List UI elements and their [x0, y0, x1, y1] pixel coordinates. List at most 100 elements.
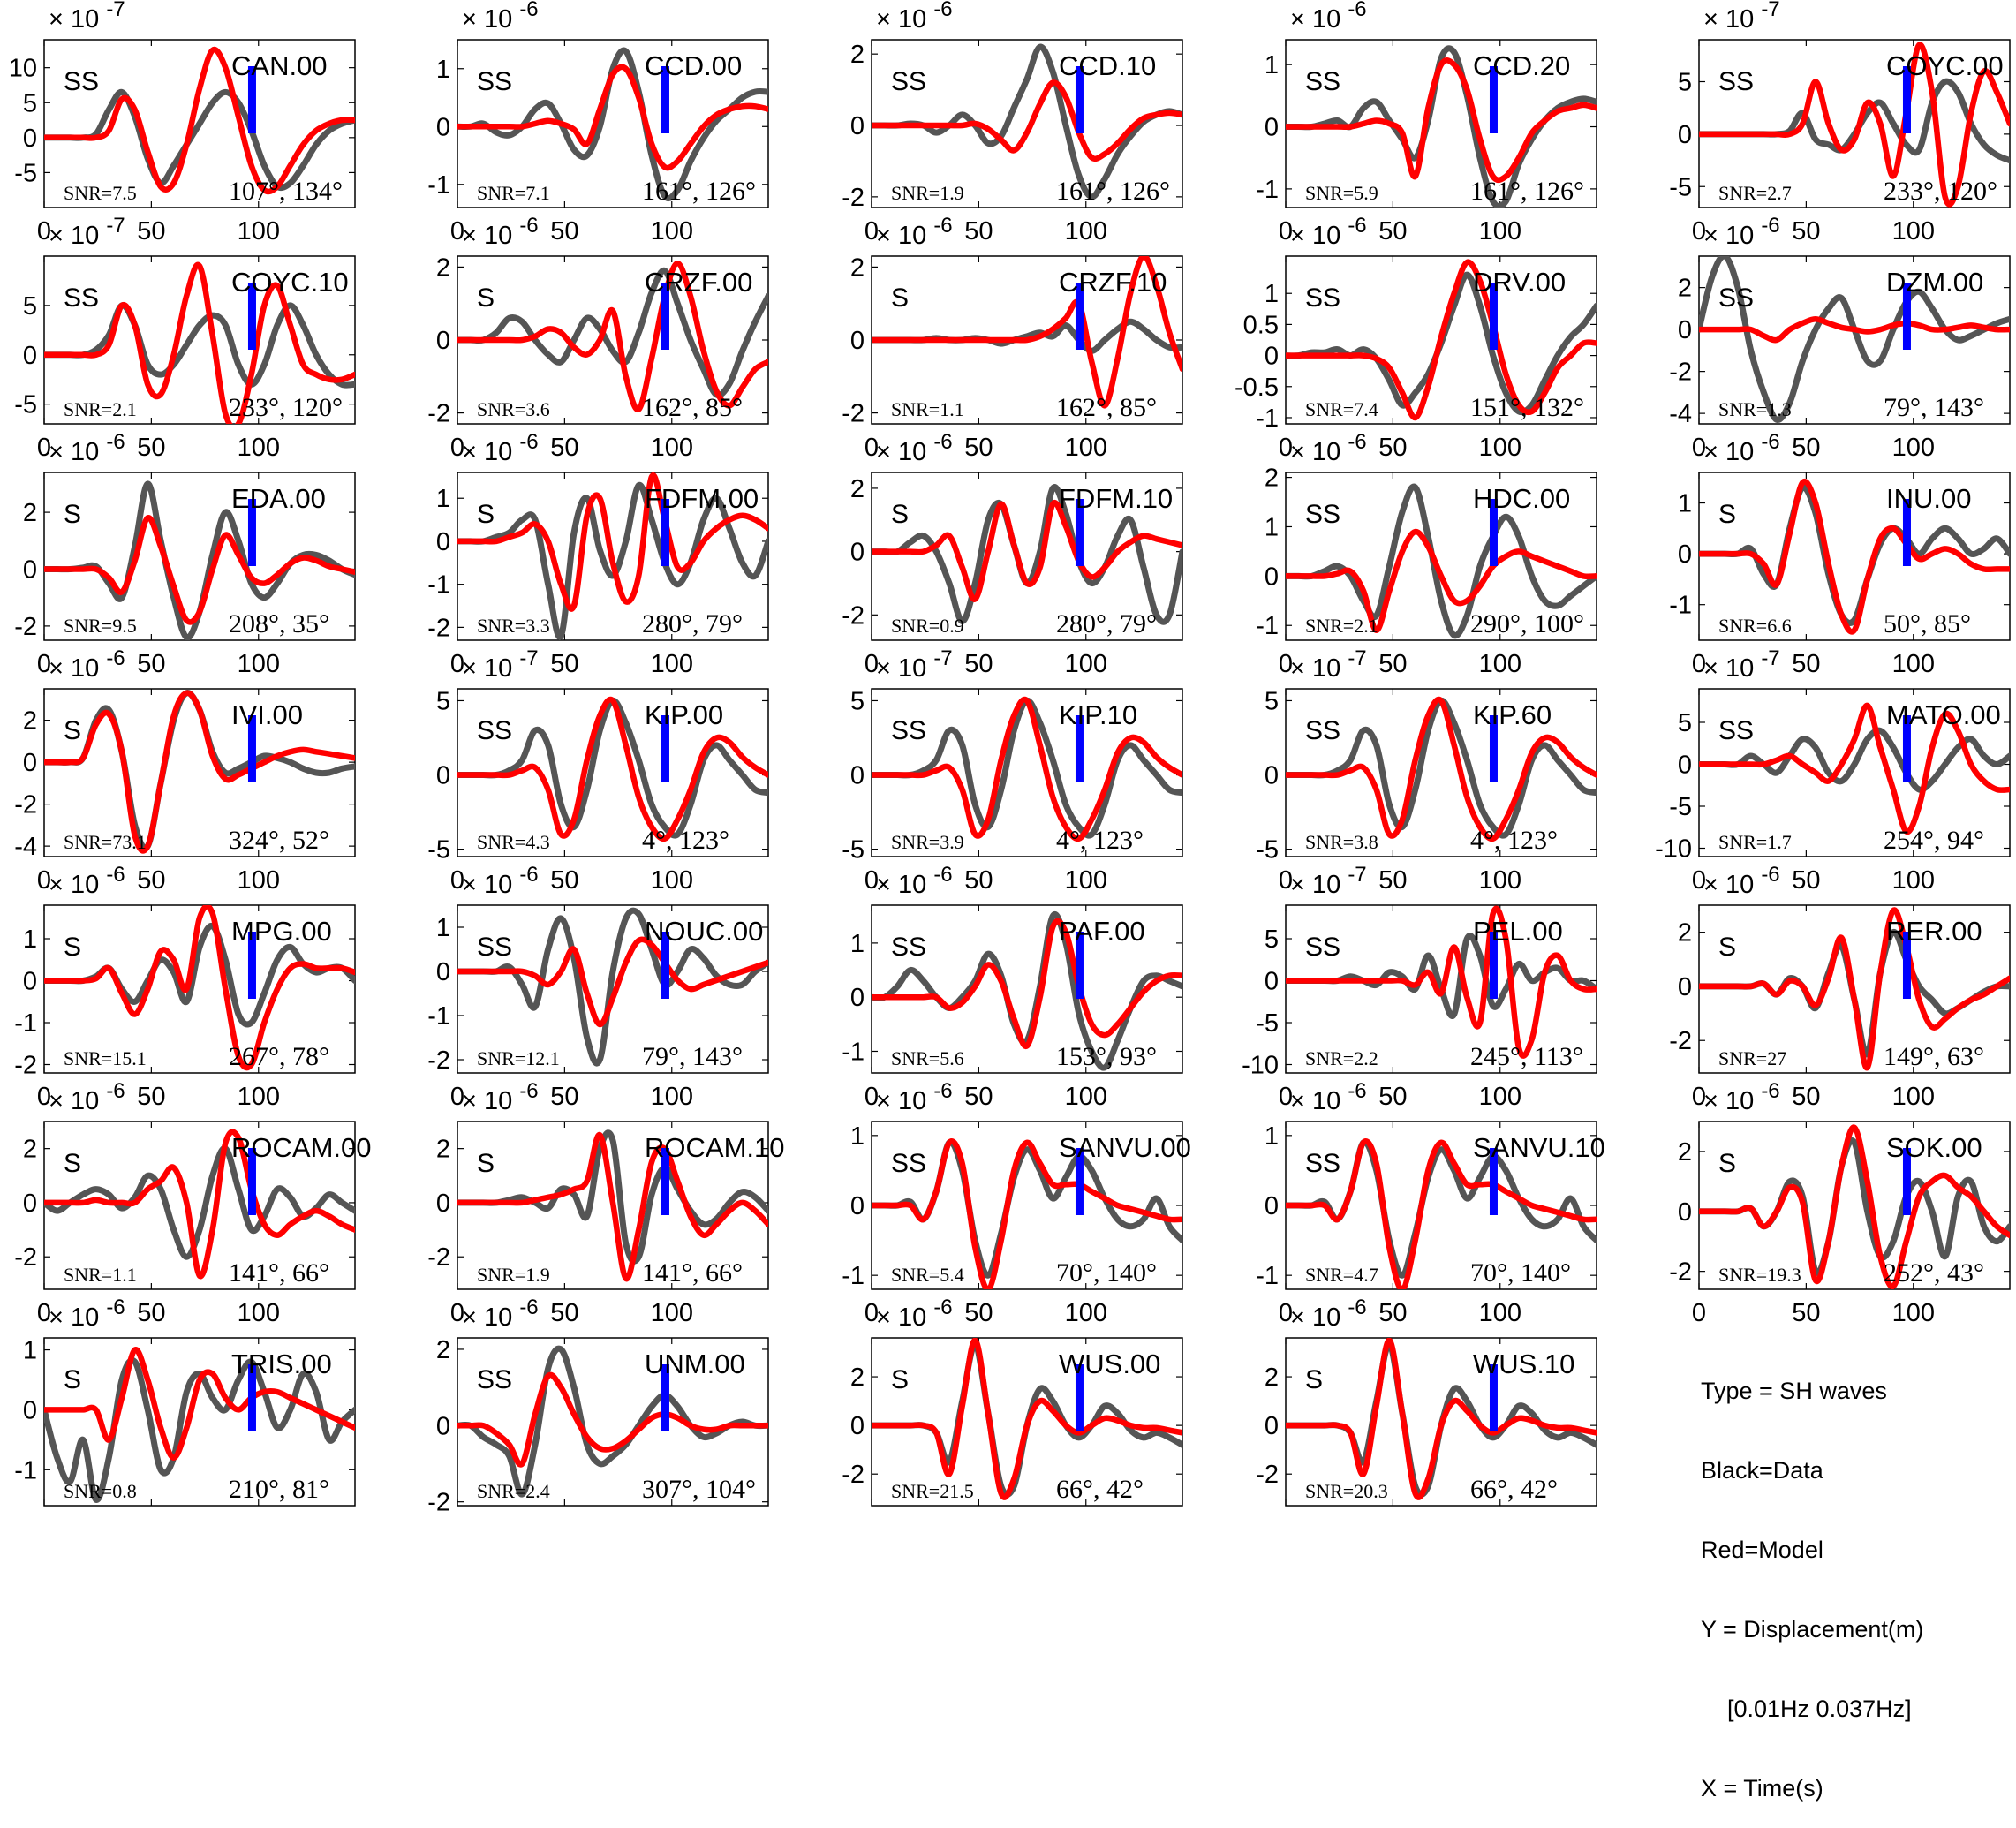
- x-tick-label: 50: [1378, 1083, 1407, 1111]
- y-tick-label: -1: [427, 1002, 450, 1031]
- x-tick-label: 0: [1692, 217, 1706, 245]
- y-exponent-label: × 10 -6: [1703, 430, 1780, 466]
- y-tick-label: -2: [427, 1243, 450, 1272]
- y-tick-label: 2: [23, 499, 37, 527]
- y-tick-label: 0: [1265, 563, 1279, 591]
- x-tick-label: 0: [37, 217, 51, 245]
- station-label: ROCAM.10: [645, 1132, 784, 1163]
- x-tick-label: 0: [1692, 1299, 1706, 1327]
- station-label: DRV.00: [1473, 267, 1566, 298]
- axes-box: [1698, 1121, 2011, 1290]
- angles-label: 210°, 81°: [229, 1475, 329, 1504]
- x-tick-label: 50: [964, 434, 993, 462]
- angles-label: 307°, 104°: [642, 1475, 756, 1504]
- axes-box: [457, 1337, 769, 1507]
- x-tick-label: 100: [1892, 1083, 1935, 1111]
- y-tick-label: 2: [1678, 919, 1692, 948]
- station-label: CAN.00: [231, 50, 328, 81]
- station-label: TRIS.00: [231, 1348, 332, 1379]
- snr-label: SNR=3.3: [477, 615, 550, 637]
- y-tick-label: -1: [1256, 612, 1279, 640]
- model-trace: [44, 515, 355, 625]
- panel-mpg-00: 0 50 100 1 0 -1 -2 × 10 -6 S MPG.00 SNR=15.1 267°, …: [14, 863, 356, 1111]
- station-label: CCD.10: [1059, 50, 1156, 81]
- x-tick-label: 50: [1378, 1299, 1407, 1327]
- model-trace: [1286, 57, 1597, 184]
- model-trace: [1286, 905, 1597, 1059]
- y-tick-label: 2: [1265, 465, 1279, 493]
- model-trace: [1286, 259, 1597, 421]
- y-tick-label: 1: [436, 485, 450, 513]
- y-tick-label: 1: [1265, 1122, 1279, 1151]
- y-tick-label: 0: [23, 125, 37, 153]
- model-trace: [44, 261, 355, 424]
- x-tick-label: 0: [1692, 866, 1706, 895]
- y-exponent-label: × 10 -6: [1290, 430, 1367, 466]
- x-tick-label: 50: [1792, 650, 1820, 678]
- angles-label: 252°, 43°: [1884, 1258, 1984, 1288]
- y-exponent-label: × 10 -7: [1290, 863, 1367, 899]
- phase-label: S: [1305, 1365, 1323, 1394]
- y-tick-label: 5: [1265, 687, 1279, 715]
- x-tick-label: 50: [550, 217, 578, 245]
- y-tick-label: -2: [1669, 1258, 1692, 1287]
- x-tick-label: 100: [1065, 650, 1107, 678]
- y-tick-label: -5: [14, 391, 37, 419]
- legend-line-data: Black=Data: [1701, 1457, 1823, 1484]
- x-tick-label: 0: [865, 1083, 879, 1111]
- y-exponent-label: × 10 -7: [1703, 646, 1780, 683]
- y-tick-label: 2: [23, 1136, 37, 1164]
- phase-label: S: [64, 933, 81, 962]
- y-tick-label: -4: [1669, 400, 1692, 428]
- y-tick-label: 0: [1265, 1412, 1279, 1440]
- y-tick-label: 0: [23, 1396, 37, 1424]
- model-trace: [872, 918, 1182, 1049]
- x-tick-label: 0: [1279, 1083, 1293, 1111]
- station-label: IVI.00: [231, 699, 303, 730]
- y-tick-label: 1: [23, 1337, 37, 1365]
- model-trace: [1699, 1124, 2010, 1289]
- x-tick-label: 50: [137, 1083, 165, 1111]
- y-tick-label: 2: [850, 475, 865, 503]
- y-tick-label: 0: [1265, 762, 1279, 790]
- x-tick-label: 100: [1065, 1083, 1107, 1111]
- angles-label: 267°, 78°: [229, 1042, 329, 1071]
- axes-box: [1698, 688, 2011, 857]
- y-tick-label: 5: [850, 687, 865, 715]
- station-label: EDA.00: [231, 483, 326, 514]
- angles-label: 107°, 134°: [229, 177, 343, 206]
- figure-legend: Type = SH waves Black=Data Red=Model Y =…: [1701, 1325, 1923, 1828]
- angles-label: 153°, 93°: [1056, 1042, 1157, 1071]
- model-trace: [1286, 528, 1597, 634]
- station-label: KIP.00: [645, 699, 723, 730]
- snr-label: SNR=1.9: [477, 1264, 550, 1286]
- snr-label: SNR=6.6: [1718, 615, 1792, 637]
- phase-label: S: [477, 283, 495, 313]
- phase-label: SS: [1718, 67, 1754, 96]
- y-tick-label: 2: [1678, 275, 1692, 303]
- x-tick-label: 100: [238, 217, 280, 245]
- legend-line-type: Type = SH waves: [1701, 1378, 1887, 1404]
- snr-label: SNR=20.3: [1305, 1480, 1388, 1502]
- model-trace: [872, 1338, 1182, 1500]
- snr-label: SNR=1.7: [1718, 831, 1792, 853]
- y-exponent-label: × 10 -6: [462, 214, 539, 250]
- y-tick-label: -2: [842, 400, 865, 428]
- phase-label: SS: [1305, 1149, 1340, 1178]
- y-tick-label: -1: [14, 1009, 37, 1038]
- model-trace: [872, 1138, 1182, 1289]
- data-trace: [457, 1345, 768, 1498]
- y-exponent-label: × 10 -6: [1703, 863, 1780, 899]
- snr-label: SNR=3.8: [1305, 831, 1378, 853]
- y-tick-label: -1: [842, 1262, 865, 1290]
- phase-label: SS: [477, 67, 512, 96]
- snr-label: SNR=9.5: [64, 615, 137, 637]
- y-tick-label: -5: [842, 836, 865, 865]
- x-tick-label: 0: [37, 434, 51, 462]
- y-tick-label: 0: [1678, 1198, 1692, 1227]
- x-tick-label: 0: [1279, 650, 1293, 678]
- data-trace: [44, 302, 355, 389]
